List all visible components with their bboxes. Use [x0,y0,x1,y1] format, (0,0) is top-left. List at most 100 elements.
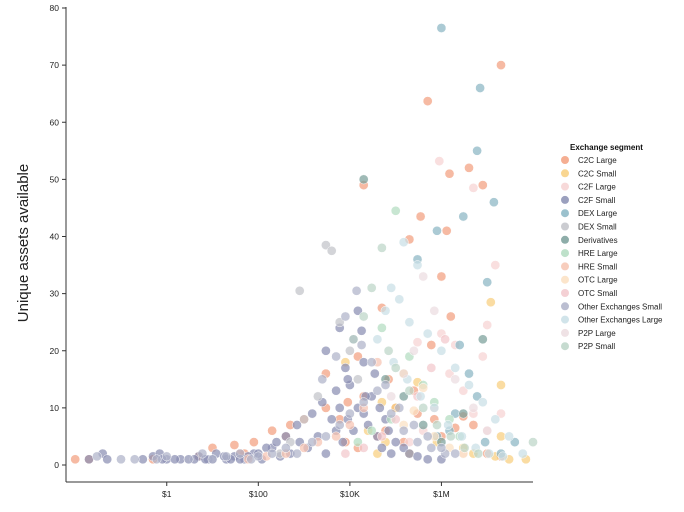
data-point [464,380,474,390]
data-point [102,454,113,465]
legend-label: DEX Small [578,223,617,232]
data-point [229,440,240,450]
data-point [409,405,419,416]
data-point [398,368,409,379]
data-point [383,425,394,436]
x-tick-label: $100 [249,489,268,499]
legend-label: HRE Large [578,249,618,258]
data-point [116,454,126,465]
data-point [489,197,499,208]
legend-label: OTC Small [578,289,617,298]
data-point [377,443,387,453]
data-point [207,454,218,465]
data-point [412,437,423,447]
data-point [235,448,245,459]
data-point [331,431,341,442]
data-point [457,431,467,442]
legend-marker [561,182,569,191]
legend-marker [561,195,569,204]
legend-marker [561,262,569,271]
data-point [498,451,508,462]
data-point [386,408,397,419]
data-point [398,425,409,436]
data-point [358,397,369,408]
data-point [326,245,337,256]
data-point [334,420,345,430]
data-point [432,420,442,430]
data-point [422,96,433,106]
data-point [307,437,318,447]
data-point [253,451,264,462]
y-tick-label: 60 [50,117,60,127]
data-point [358,311,369,322]
data-point [281,443,291,453]
legend-label: C2C Large [578,156,617,165]
data-point [429,305,440,316]
data-point [484,448,494,459]
data-point [409,345,419,356]
legend-label: Derivatives [578,236,618,245]
data-point [477,397,488,408]
data-point [496,380,506,390]
data-point [464,163,474,173]
data-point [482,320,493,330]
data-point [443,420,453,430]
data-point [307,408,318,419]
data-point [517,448,528,459]
data-point [426,443,437,453]
data-point [331,385,341,396]
data-point [477,180,488,190]
data-point [436,345,447,356]
data-point [351,285,362,296]
data-point [221,451,232,462]
data-point [342,397,353,408]
x-tick-label: $10K [340,489,360,499]
data-point [412,451,423,462]
data-point [472,391,482,402]
data-point [358,443,369,453]
data-point [528,437,538,447]
y-tick-label: 80 [50,3,60,13]
data-point [404,448,415,459]
legend-label: C2C Small [578,169,616,178]
data-point [412,260,423,270]
data-point [412,337,423,348]
x-tick-label: $1 [162,489,172,499]
data-point [496,60,506,70]
data-point [334,403,345,413]
data-point [441,225,452,236]
data-point [267,425,277,436]
data-point [345,420,355,430]
data-point [372,385,383,396]
data-point [377,243,387,253]
data-point [70,454,81,465]
data-point [348,334,359,345]
legend-marker [561,249,569,258]
data-point [432,225,442,236]
data-point [380,305,391,316]
data-point [366,283,377,293]
data-point [434,156,445,166]
data-point [482,425,493,436]
legend-marker [561,275,569,284]
data-point [458,408,469,419]
data-point [445,311,456,322]
legend-marker [561,342,569,351]
data-point [137,454,148,465]
data-point [92,451,102,462]
data-point [496,431,506,442]
data-point [472,145,482,156]
x-tick-label: $1M [433,489,450,499]
data-point [353,374,363,385]
data-point [299,443,309,453]
data-point [267,448,277,459]
data-point [398,237,409,248]
y-tick-label: 50 [50,174,60,184]
data-point [294,285,305,296]
data-point [436,271,447,282]
legend-label: C2F Large [578,183,616,192]
data-point [409,420,419,430]
legend: C2C Large C2C Small C2F Large C2F Small DEX … [561,156,663,351]
data-point [321,345,331,356]
